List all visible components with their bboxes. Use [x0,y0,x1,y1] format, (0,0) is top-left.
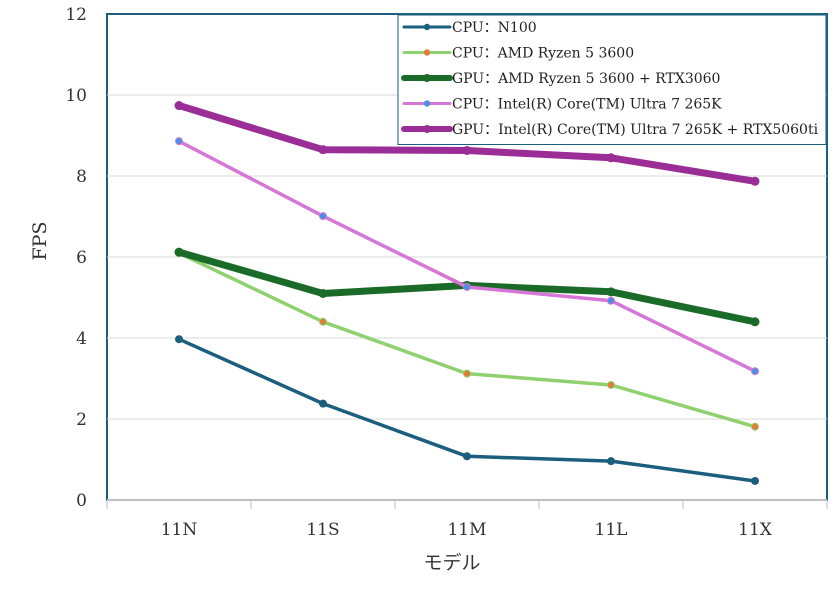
legend-box [397,14,827,145]
data-point [751,367,759,376]
data-point [463,452,471,461]
y-tick-label: 8 [76,167,87,187]
data-point [607,457,615,466]
data-point [607,380,615,389]
legend-marker [423,125,431,133]
data-point [174,101,184,111]
legend-marker [423,74,431,82]
x-axis-title: モデル [423,552,480,574]
legend-marker [423,23,431,31]
legend-label: CPU：N100 [452,20,537,36]
y-tick-label: 4 [76,329,87,349]
legend-marker [423,100,431,107]
y-tick-label: 0 [76,491,87,511]
data-point [751,422,759,431]
data-point [318,288,328,298]
data-point [607,296,615,305]
y-tick-label: 12 [65,5,87,25]
y-tick-label: 6 [76,248,87,268]
legend-label: GPU：Intel(R) Core(TM) Ultra 7 265K + RTX… [452,122,819,138]
data-point [319,212,327,221]
y-tick-label: 2 [76,410,87,430]
y-tick-label: 10 [65,86,87,106]
series-lines [174,101,760,485]
x-tick-label: 11S [306,520,339,540]
data-point [175,335,183,344]
data-point [318,145,328,155]
y-axis-title: FPS [29,222,51,261]
legend-marker [423,49,431,56]
x-tick-label: 11X [738,520,773,540]
data-point [462,145,472,155]
data-point [750,317,760,327]
data-point [463,369,471,378]
legend-label: GPU：AMD Ryzen 5 3600 + RTX3060 [452,71,720,87]
x-tick-label: 11L [595,520,628,540]
axes: 0 2 4 6 8 10 12 11N 11S 11M 11L 11X [65,5,828,540]
x-tick-label: 11N [161,520,198,540]
legend: CPU：N100 CPU：AMD Ryzen 5 3600 GPU：AMD Ryze… [397,14,827,145]
data-point [750,176,760,186]
data-point [319,317,327,326]
data-point [606,153,616,163]
data-point [751,476,759,485]
x-tick-label: 11M [447,520,486,540]
data-point [175,137,183,146]
data-point [174,247,184,257]
legend-label: CPU：Intel(R) Core(TM) Ultra 7 265K [452,97,722,113]
data-point [606,287,616,297]
data-point [319,399,327,408]
data-point [463,282,471,291]
legend-label: CPU：AMD Ryzen 5 3600 [452,46,634,62]
